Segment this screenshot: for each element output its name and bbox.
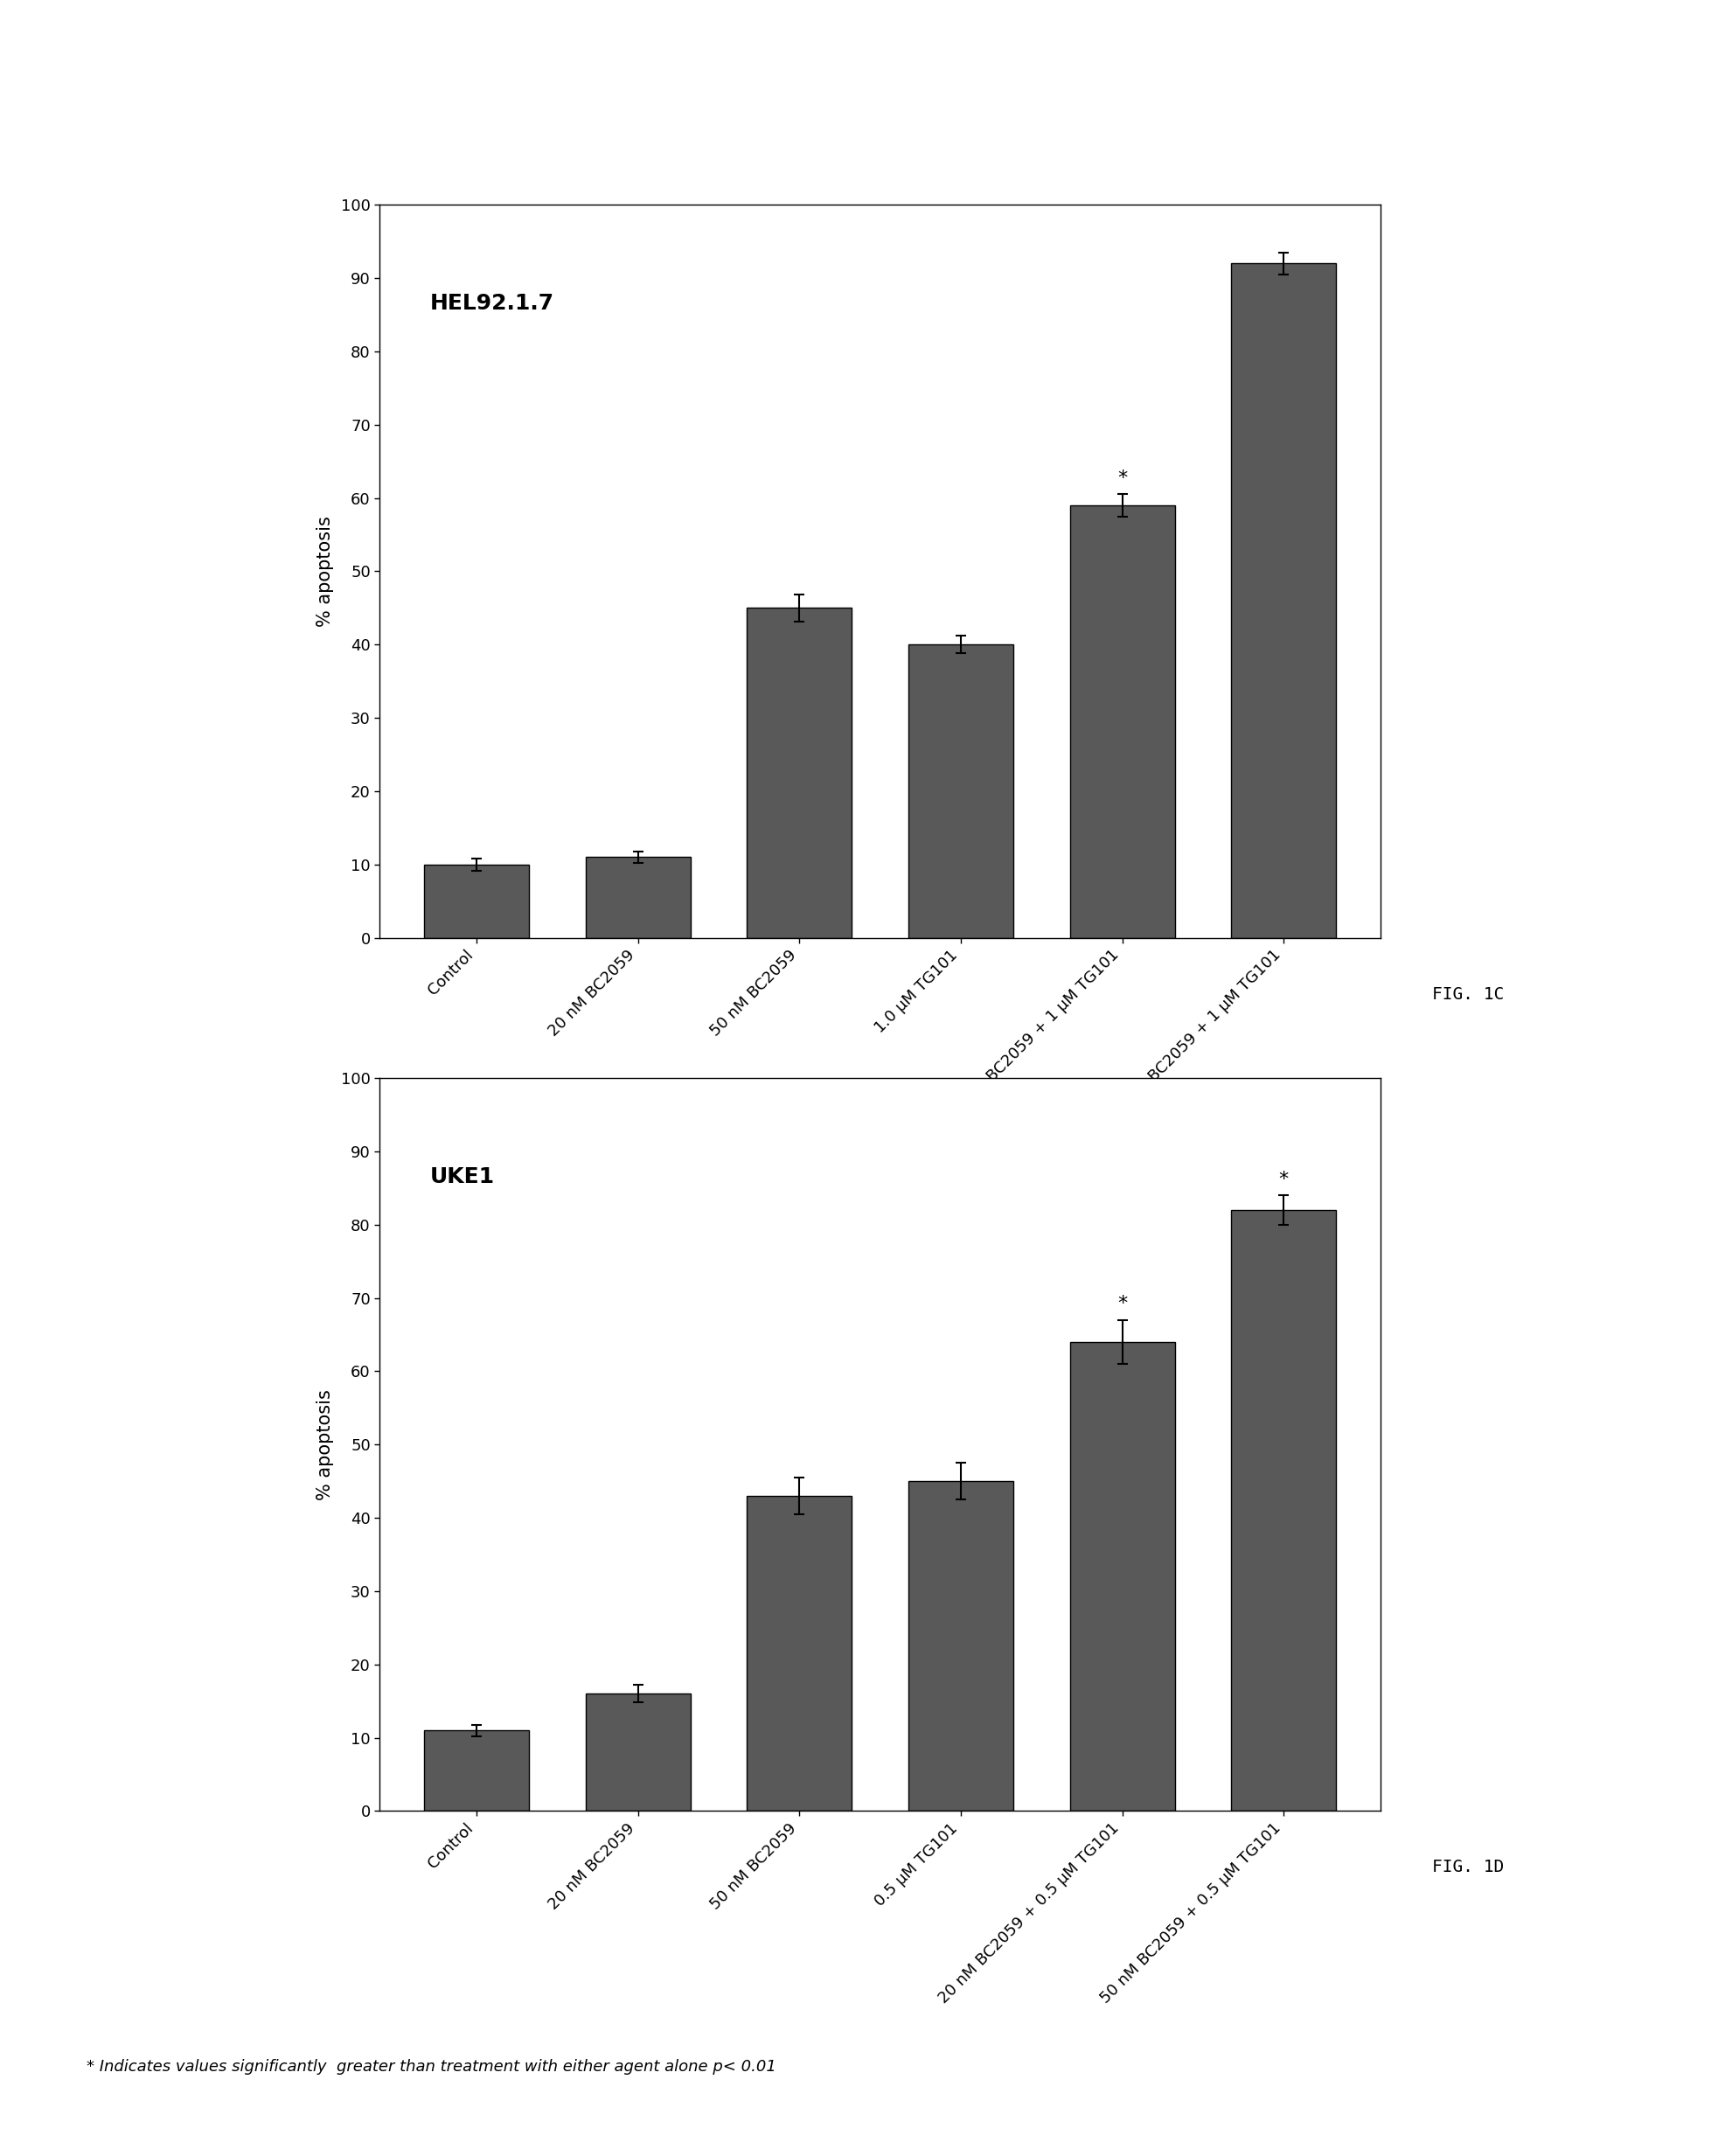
Bar	[585, 1695, 690, 1811]
Bar	[1070, 1341, 1175, 1811]
Bar	[907, 1481, 1013, 1811]
Y-axis label: % apoptosis: % apoptosis	[316, 515, 333, 627]
Bar	[1230, 263, 1335, 938]
Bar	[747, 1496, 852, 1811]
Text: *: *	[1116, 1296, 1126, 1313]
Bar	[424, 865, 530, 938]
Bar	[747, 608, 852, 938]
Text: * Indicates values significantly  greater than treatment with either agent alone: * Indicates values significantly greater…	[86, 2059, 776, 2074]
Bar	[424, 1731, 530, 1811]
Text: UKE1: UKE1	[430, 1166, 495, 1188]
Bar	[585, 858, 690, 938]
Bar	[1230, 1210, 1335, 1811]
Bar	[907, 645, 1013, 938]
Y-axis label: % apoptosis: % apoptosis	[316, 1388, 333, 1501]
Text: *: *	[1116, 470, 1126, 487]
Text: FIG. 1C: FIG. 1C	[1432, 985, 1504, 1003]
Text: *: *	[1278, 1171, 1289, 1188]
Text: HEL92.1.7: HEL92.1.7	[430, 293, 554, 315]
Bar	[1070, 505, 1175, 938]
Text: FIG. 1D: FIG. 1D	[1432, 1858, 1504, 1876]
